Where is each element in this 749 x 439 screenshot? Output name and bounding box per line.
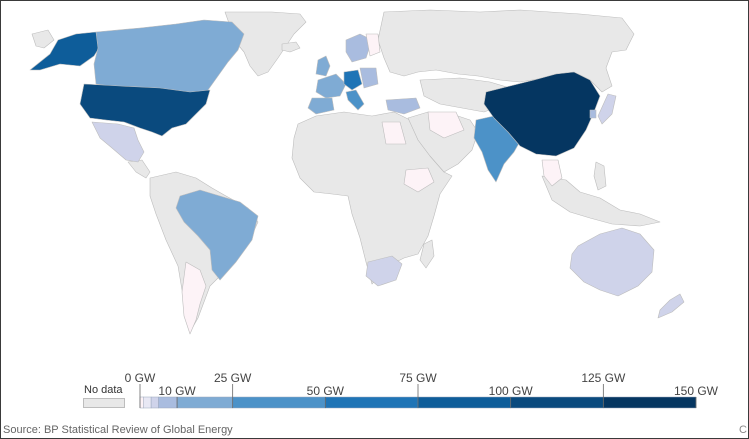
legend-ticks xyxy=(139,384,697,408)
italy xyxy=(345,89,365,111)
lower-tick-label-2: 100 GW xyxy=(488,384,533,398)
brazil xyxy=(175,189,259,281)
poland-central-europe xyxy=(359,67,379,89)
spain xyxy=(307,97,335,115)
legend-bin-5 xyxy=(232,396,326,409)
upper-tick-label-2: 75 GW xyxy=(399,371,437,385)
southeast-asia xyxy=(541,175,661,227)
iceland xyxy=(281,41,301,53)
upper-tick-label-0: 0 GW xyxy=(124,371,156,385)
egypt xyxy=(381,121,407,145)
central-america xyxy=(127,159,151,179)
legend-bar xyxy=(139,396,697,409)
australia xyxy=(569,227,655,297)
legend-bin-2 xyxy=(150,396,159,409)
south-korea xyxy=(589,109,597,119)
china xyxy=(483,71,601,157)
lower-tick-label-3: 150 GW xyxy=(673,384,718,398)
japan xyxy=(597,93,617,125)
legend-bin-9 xyxy=(603,396,697,409)
lower-tick-label-0: 10 GW xyxy=(158,384,196,398)
turkey xyxy=(385,97,421,115)
no-data-label: No data xyxy=(84,384,123,396)
legend-bin-6 xyxy=(325,396,419,409)
legend-bin-1 xyxy=(143,396,152,409)
lower-tick-label-1: 50 GW xyxy=(306,384,344,398)
new-zealand xyxy=(657,293,685,319)
madagascar xyxy=(419,239,435,269)
alaska-outline xyxy=(31,29,55,49)
scandinavia xyxy=(345,33,373,63)
africa xyxy=(291,111,453,285)
ethiopia xyxy=(403,167,435,193)
mexico xyxy=(91,121,145,163)
france-benelux xyxy=(315,73,347,99)
united-states xyxy=(79,83,211,137)
russia xyxy=(377,9,635,93)
iran xyxy=(427,111,465,139)
source-text: Source: BP Statistical Review of Global … xyxy=(3,424,233,436)
legend-bin-7 xyxy=(417,396,511,409)
upper-tick-label-1: 25 GW xyxy=(213,371,252,385)
uk-ireland xyxy=(315,55,331,77)
philippines xyxy=(593,161,607,191)
legend-bin-8 xyxy=(510,396,604,409)
no-data-swatch xyxy=(83,398,125,408)
argentina xyxy=(181,261,207,335)
legend-bin-0 xyxy=(139,396,144,409)
germany xyxy=(343,69,363,91)
finland xyxy=(365,33,381,57)
legend-bin-3 xyxy=(158,396,178,409)
legend-bin-4 xyxy=(176,396,233,409)
upper-tick-label-3: 125 GW xyxy=(581,371,626,385)
south-africa xyxy=(365,255,403,287)
vietnam-thailand xyxy=(541,159,563,187)
corner-mark: C xyxy=(739,424,747,436)
